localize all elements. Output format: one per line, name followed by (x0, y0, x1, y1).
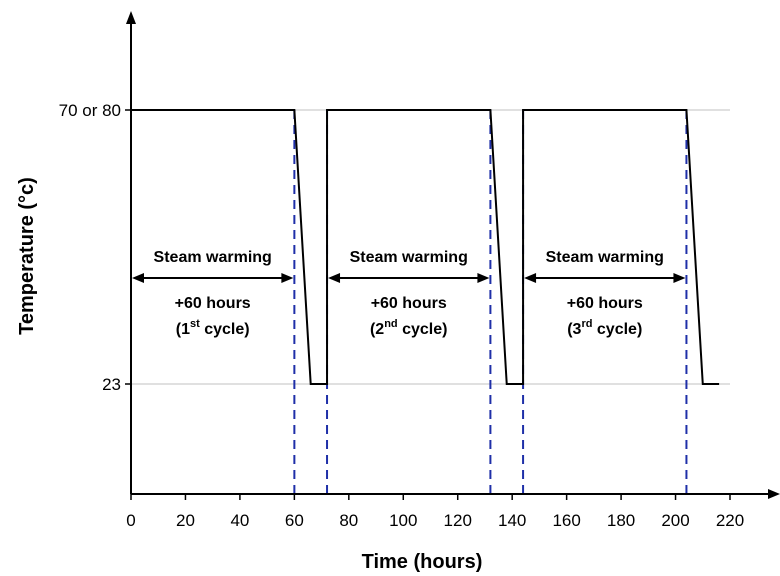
y-axis-arrow (126, 11, 136, 24)
y-tick-label: 23 (102, 375, 121, 394)
x-tick-label: 100 (389, 511, 417, 530)
duration-arrow-head-left (524, 273, 537, 283)
x-ticks: 0 20 40 60 80 100 120 140 160 180 200 220 (126, 494, 744, 530)
cycle-ordinal-superscript: st (190, 318, 200, 330)
cycle-ordinal-superscript: rd (581, 318, 592, 330)
cycle-duration: +60 hours (371, 295, 447, 312)
cycle-annotations: Steam warming +60 hours (1st cycle) Steam w… (132, 249, 686, 338)
x-tick-label: 60 (285, 511, 304, 530)
cycle-number: (1st cycle) (176, 318, 250, 338)
x-tick-label: 40 (230, 511, 249, 530)
grid-lines (131, 109, 730, 385)
y-axis-title: Temperature (°c) (16, 177, 38, 335)
duration-arrow-head-right (281, 273, 294, 283)
cycle-ordinal-superscript: nd (384, 318, 397, 330)
x-axis-title: Time (hours) (362, 551, 483, 573)
series (131, 109, 720, 385)
cycle-number-suffix: cycle) (592, 321, 642, 338)
cycle-number-text: (3 (567, 321, 581, 338)
cycle-number-text: (2 (370, 321, 384, 338)
duration-arrow-head-left (328, 273, 341, 283)
x-tick-label: 80 (339, 511, 358, 530)
x-tick-label: 160 (552, 511, 580, 530)
cycle-number-suffix: cycle) (398, 321, 448, 338)
cycle-number: (2nd cycle) (370, 318, 448, 338)
x-tick-label: 20 (176, 511, 195, 530)
axes (126, 11, 780, 499)
y-tick-label: 70 or 80 (59, 101, 121, 120)
cycle-label: Steam warming (546, 249, 664, 266)
y-ticks: 23 70 or 80 (59, 101, 131, 394)
x-tick-label: 180 (607, 511, 635, 530)
x-tick-label: 200 (661, 511, 689, 530)
cycle-duration: +60 hours (175, 295, 251, 312)
x-tick-label: 140 (498, 511, 526, 530)
cycle-number-suffix: cycle) (200, 321, 250, 338)
duration-arrow-head-right (673, 273, 686, 283)
x-tick-label: 120 (444, 511, 472, 530)
cycle-number-text: (1 (176, 321, 190, 338)
x-tick-label: 220 (716, 511, 744, 530)
cycle-number: (3rd cycle) (567, 318, 642, 338)
temperature-series-line (131, 109, 720, 385)
x-tick-label: 0 (126, 511, 135, 530)
duration-arrow-head-left (132, 273, 144, 283)
duration-arrow-head-right (477, 273, 490, 283)
cycle-label: Steam warming (350, 249, 468, 266)
cycle-label: Steam warming (154, 249, 272, 266)
cycle-duration: +60 hours (567, 295, 643, 312)
x-axis-arrow (768, 489, 780, 499)
